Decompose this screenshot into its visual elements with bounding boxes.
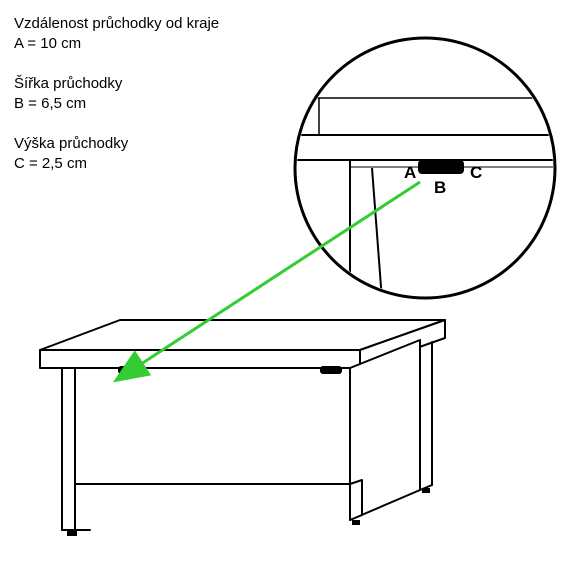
grommet-icon bbox=[418, 160, 464, 174]
desk-grommet-left bbox=[118, 366, 140, 374]
magnifier-content bbox=[296, 98, 556, 300]
desk-drawing bbox=[40, 320, 445, 536]
magnifier-label-c: C bbox=[470, 163, 482, 182]
magnifier-label-a: A bbox=[404, 163, 416, 182]
desk-grommet-right bbox=[320, 366, 342, 374]
magnifier-label-b: B bbox=[434, 178, 446, 197]
technical-diagram: A B C bbox=[0, 0, 576, 576]
